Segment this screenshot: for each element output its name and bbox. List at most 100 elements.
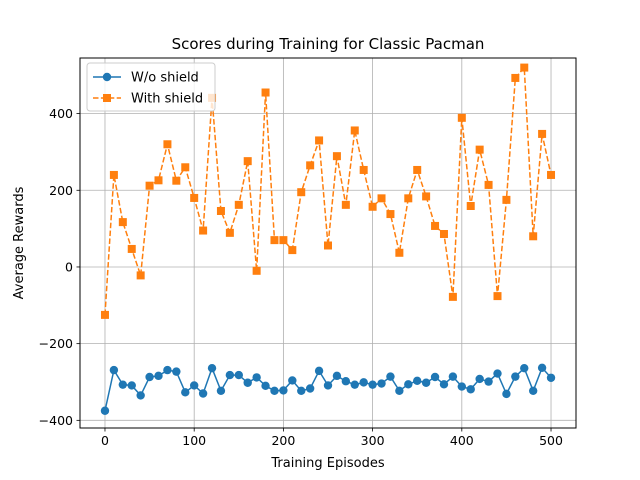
series-line	[104, 65, 552, 315]
legend-label: With shield	[131, 92, 203, 107]
data-point	[297, 188, 306, 197]
data-point	[439, 229, 448, 238]
data-point	[350, 380, 359, 389]
data-point	[252, 266, 261, 275]
data-point	[413, 165, 422, 174]
data-point	[448, 292, 457, 301]
legend-item-1: W/o shield	[93, 71, 199, 86]
data-point	[386, 210, 395, 219]
legend-label: W/o shield	[131, 71, 199, 86]
data-point	[439, 380, 449, 389]
data-point	[368, 202, 377, 211]
data-point	[529, 232, 538, 241]
data-point	[546, 373, 556, 382]
data-point	[466, 202, 475, 210]
data-point	[332, 152, 341, 161]
data-point	[136, 391, 145, 400]
data-point	[225, 228, 234, 237]
data-point	[341, 377, 351, 386]
data-point	[198, 389, 208, 398]
data-point	[386, 372, 395, 381]
data-point	[457, 382, 467, 391]
data-point	[502, 389, 511, 399]
y-tick-label: −200	[39, 336, 73, 351]
data-point	[154, 371, 163, 381]
data-point	[189, 381, 199, 390]
data-point	[493, 369, 502, 378]
data-point	[377, 379, 386, 388]
data-point	[377, 194, 386, 203]
data-point	[100, 406, 110, 415]
data-point	[457, 113, 466, 122]
y-axis-label: Average Rewards	[12, 186, 27, 299]
data-point	[404, 380, 413, 389]
plot-frame	[79, 57, 577, 429]
data-point	[511, 73, 520, 82]
data-point	[243, 157, 252, 166]
data-point	[216, 206, 225, 215]
data-point	[261, 381, 270, 391]
y-tick-label: −400	[39, 413, 73, 428]
data-point	[484, 180, 493, 189]
data-point	[279, 386, 288, 395]
x-axis-ticks: 0 100 200 300 400 500	[101, 428, 563, 448]
data-point	[511, 372, 520, 381]
data-point	[172, 176, 181, 185]
legend-box	[86, 62, 216, 112]
data-point	[475, 145, 484, 154]
data-point	[145, 181, 154, 190]
data-point	[216, 386, 226, 396]
data-point	[234, 370, 243, 380]
data-point	[100, 310, 109, 319]
data-point	[448, 372, 458, 381]
data-point	[163, 140, 172, 149]
data-point	[315, 136, 324, 145]
data-point	[475, 374, 484, 384]
legend: W/o shield With shield	[86, 62, 216, 112]
data-point	[493, 292, 502, 301]
data-point	[395, 248, 404, 257]
data-point	[190, 193, 199, 202]
series-layer	[100, 63, 556, 415]
data-point	[288, 376, 297, 385]
data-point	[502, 195, 511, 204]
data-point	[520, 63, 529, 72]
data-point	[118, 218, 127, 227]
x-tick-label: 0	[101, 433, 109, 448]
data-point	[520, 363, 529, 373]
data-point	[279, 236, 288, 245]
data-point	[136, 271, 145, 280]
data-point	[537, 363, 547, 373]
data-point	[207, 363, 217, 373]
data-point	[332, 371, 342, 381]
data-point	[118, 380, 128, 389]
x-tick-label: 200	[271, 433, 295, 448]
data-point	[421, 378, 431, 387]
data-point	[243, 378, 252, 387]
data-point	[252, 373, 261, 382]
data-point	[199, 226, 208, 235]
data-point	[466, 385, 475, 394]
x-tick-label: 400	[450, 433, 474, 448]
series-2	[100, 63, 556, 319]
data-point	[109, 365, 119, 375]
data-point	[127, 244, 136, 253]
data-point	[305, 384, 315, 393]
series-1	[100, 363, 556, 415]
data-point	[359, 165, 368, 174]
data-point	[547, 170, 556, 179]
data-point	[109, 170, 118, 179]
data-point	[127, 381, 136, 390]
data-point	[270, 236, 279, 245]
x-axis-label: Training Episodes	[270, 456, 384, 471]
data-point	[181, 163, 190, 172]
data-point	[323, 381, 333, 390]
y-tick-label: 400	[49, 106, 73, 121]
y-tick-label: 200	[49, 183, 73, 198]
legend-marker	[103, 94, 111, 102]
chart-title: Scores during Training for Classic Pacma…	[172, 35, 485, 53]
data-point	[225, 370, 235, 380]
legend-item-2: With shield	[93, 92, 203, 107]
grid	[80, 58, 576, 428]
